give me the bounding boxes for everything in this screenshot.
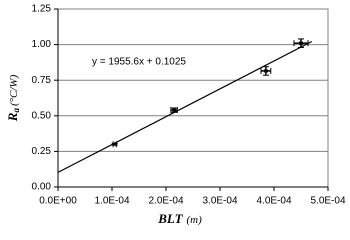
x-tick-label: 1.0E-04 (94, 196, 129, 207)
x-tick-label: 3.0E-04 (202, 196, 237, 207)
y-label-unit: (°C/W) (8, 74, 20, 106)
x-tick-label: 0.0E+00 (39, 196, 77, 207)
y-label-sub: a (11, 108, 21, 113)
y-tick-label: 0.75 (32, 75, 52, 86)
x-tick-label: 2.0E-04 (148, 196, 183, 207)
y-axis-label: Ra (°C/W) (5, 74, 21, 122)
y-tick-label: 0.50 (32, 110, 52, 121)
y-tick-label: 1.00 (32, 39, 52, 50)
point (299, 41, 303, 45)
y-tick-label: 0.25 (32, 146, 52, 157)
x-label-main: BLT (157, 211, 183, 226)
y-tick-label: 0.00 (32, 182, 52, 193)
point (112, 142, 117, 146)
x-tick-label: 5.0E-04 (310, 196, 345, 207)
point (172, 108, 177, 112)
x-axis-label: BLT (m) (157, 211, 202, 226)
chart: BLT (m) Ra (°C/W) 0.00 0.25 0.50 0.75 1.00 1.25… (5, 4, 346, 226)
point (263, 69, 268, 73)
trendline (57, 40, 313, 173)
plot-area (57, 8, 329, 188)
y-tick-label: 1.25 (32, 4, 52, 15)
y-label-main: R (5, 112, 20, 122)
x-label-unit: (m) (187, 214, 203, 226)
trendline-label: y = 1955.6x + 0.1025 (92, 57, 186, 68)
x-tick-label: 4.0E-04 (256, 196, 291, 207)
